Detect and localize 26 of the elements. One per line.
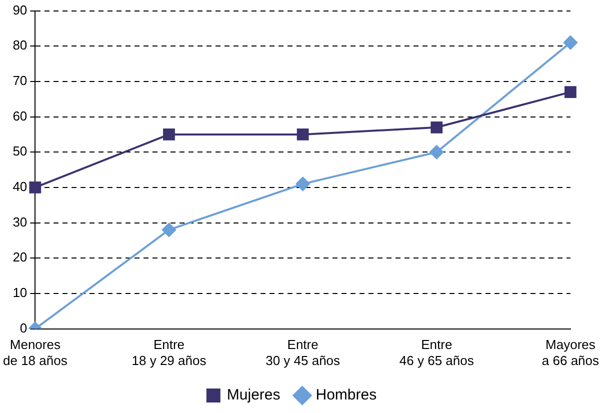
point	[29, 182, 42, 194]
x-tick-label: Mayores a 66 años	[542, 337, 600, 368]
point	[430, 145, 444, 160]
point	[430, 121, 443, 134]
point	[563, 36, 578, 50]
y-tick-label: 0	[20, 320, 28, 336]
y-tick-label: 70	[12, 73, 28, 88]
y-tick-label: 80	[12, 38, 28, 53]
y-tick-label: 40	[12, 179, 28, 194]
legend-label: Hombres	[316, 386, 377, 404]
y-tick-label: 50	[12, 144, 28, 159]
y-tick-label: 60	[12, 108, 28, 124]
y-tick-label: 30	[12, 214, 28, 230]
y-tick-label: 20	[12, 250, 28, 265]
legend-label: Mujeres	[226, 386, 280, 404]
point	[296, 128, 309, 140]
point	[564, 86, 576, 98]
x-tick-label: Entre 46 y 65 años	[399, 337, 474, 368]
point	[296, 176, 310, 191]
x-tick-label: Entre 30 y 45 años	[266, 337, 341, 368]
x-tick-label: Menores de 18 años	[2, 337, 68, 368]
y-tick-label: 90	[12, 2, 28, 18]
y-tick-label: 10	[12, 285, 28, 300]
point	[163, 128, 175, 140]
x-tick-label: Entre 18 y 29 años	[132, 337, 207, 368]
point	[162, 222, 176, 237]
